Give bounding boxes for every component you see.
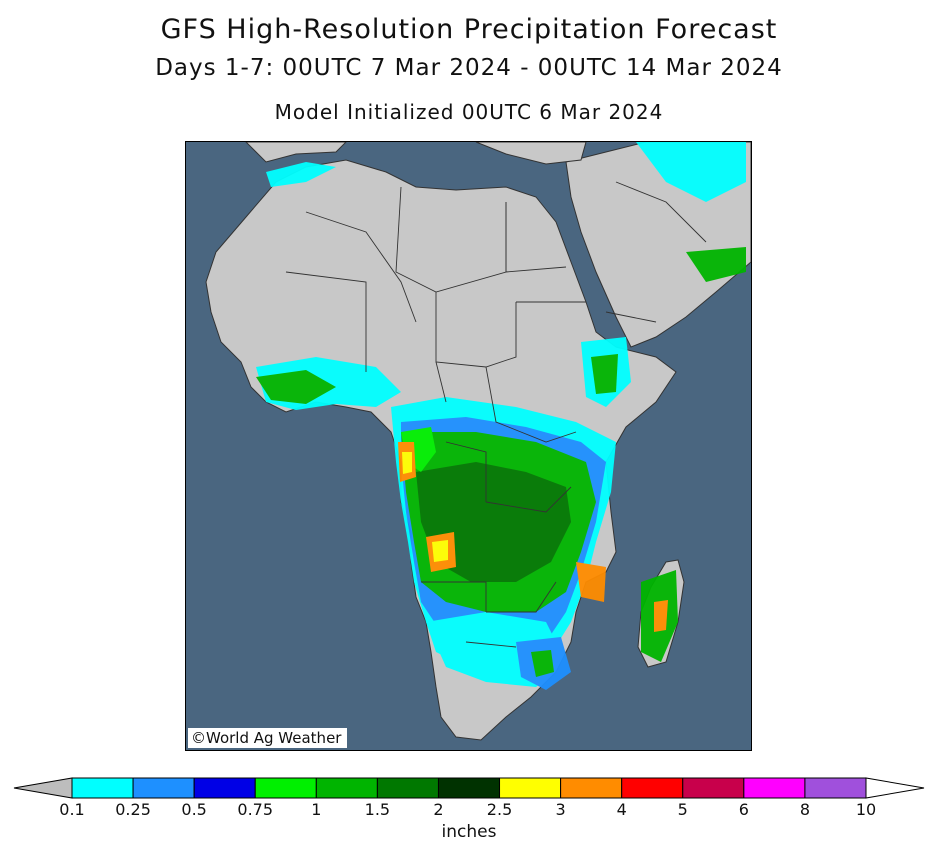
map-title: GFS High-Resolution Precipitation Foreca… [160,14,778,45]
model-init-time: Model Initialized 00UTC 6 Mar 2024 [274,100,664,124]
colorbar-over-triangle [865,777,925,799]
precip-colorbar [13,777,925,799]
colorbar-tick-label: 0.25 [115,800,151,819]
colorbar-bin [743,777,806,799]
colorbar-bin [499,777,562,799]
colorbar-tick-label: 3 [555,800,566,819]
colorbar-tick-label: 0.75 [237,800,274,819]
colorbar-tick-label: 10 [855,800,877,819]
colorbar-bin [315,777,378,799]
colorbar-tick-label: 1.5 [364,800,391,819]
colorbar-bin [560,777,623,799]
colorbar-tick-label: 1 [311,800,322,819]
colorbar-bin [71,777,134,799]
credit-label: ©World Ag Weather [188,728,348,748]
colorbar-bin [682,777,745,799]
colorbar-bin [132,777,195,799]
europe-land [245,142,347,163]
colorbar-bin [193,777,256,799]
europe-land-east [475,142,587,165]
colorbar-bin [376,777,439,799]
colorbar-tick-label: 0.1 [59,800,85,819]
colorbar-bin [804,777,867,799]
colorbar-tick-label: 0.5 [181,800,207,819]
colorbar-units: inches [441,822,497,842]
colorbar-bin [437,777,501,799]
colorbar-tick-label: 2 [433,800,444,819]
colorbar-tick-label: 5 [677,800,688,819]
colorbar-tick-label: 4 [616,800,627,819]
precip-shading [256,142,746,690]
colorbar-tick-label: 6 [738,800,749,819]
precipitation-map: ©World Ag Weather [185,141,752,751]
colorbar-tick-label: 8 [799,800,811,819]
colorbar-bin [254,777,317,799]
forecast-period: Days 1-7: 00UTC 7 Mar 2024 - 00UTC 14 Ma… [155,55,783,81]
africa-map-svg [186,142,751,750]
colorbar-bin [621,777,684,799]
colorbar-under-triangle [13,777,73,799]
country-borders [285,181,707,648]
colorbar-tick-label: 2.5 [486,800,513,819]
